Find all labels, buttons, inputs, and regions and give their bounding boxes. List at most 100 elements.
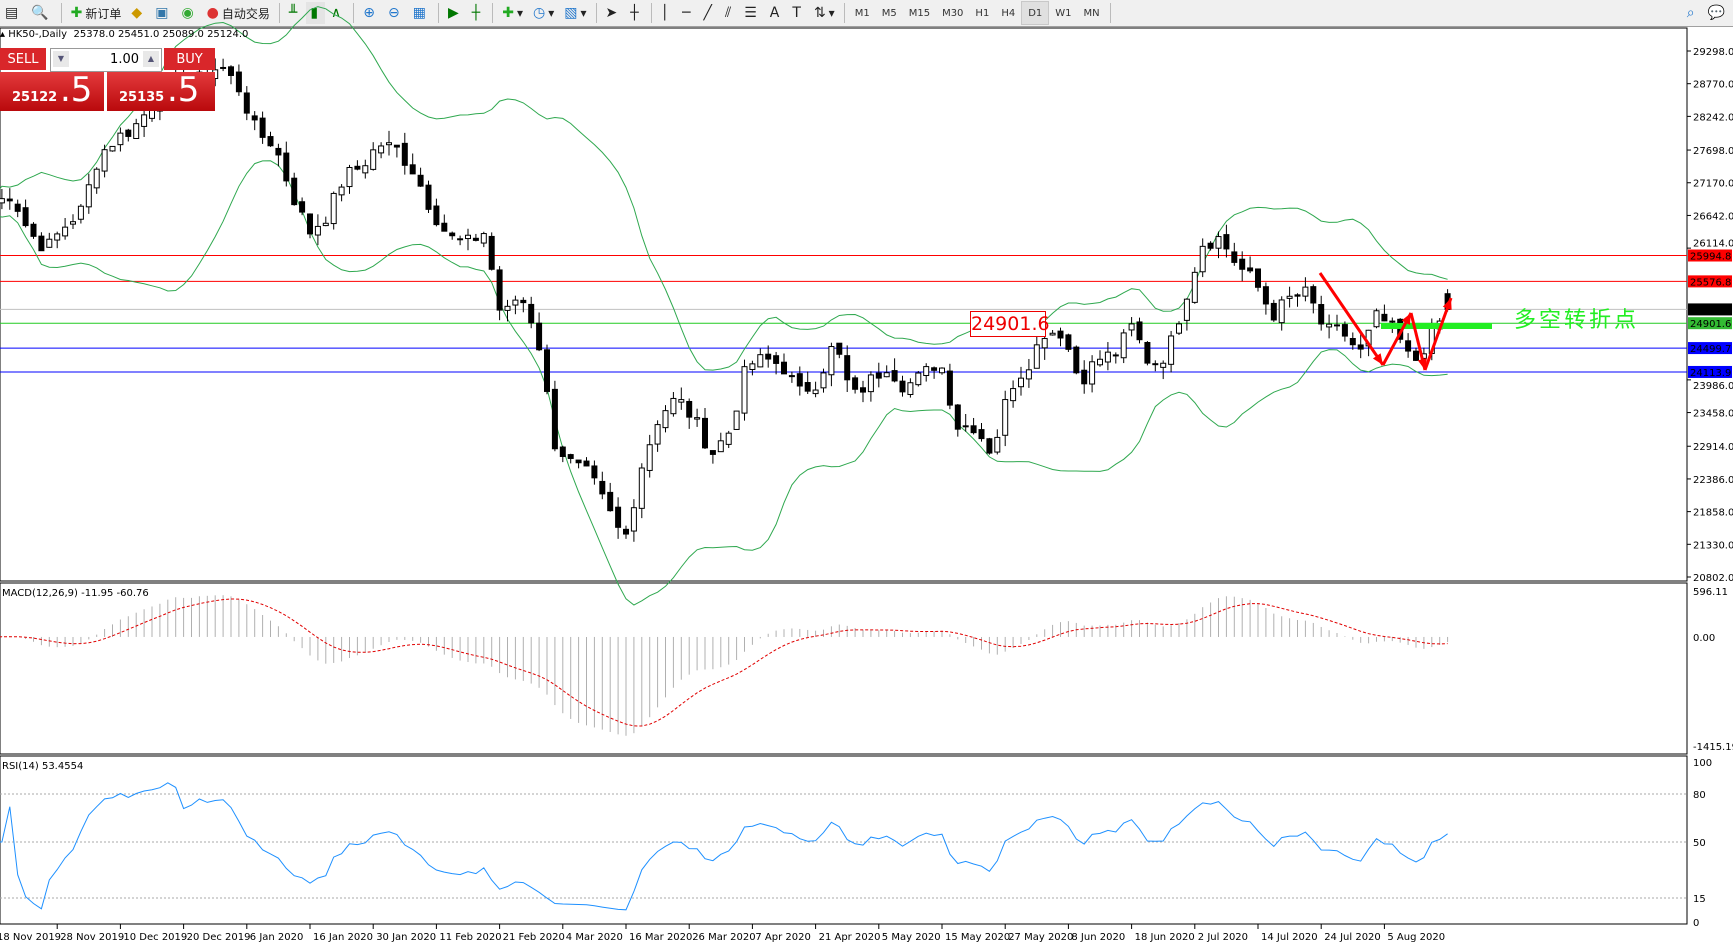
horizontal-line-icon[interactable]: ─ [682,5,691,21]
candle-body [702,417,708,449]
divider [1109,3,1111,23]
candle-body [1294,294,1301,297]
candle [686,398,693,429]
fibonacci-icon[interactable]: ☰ [744,5,757,21]
lot-increase-icon[interactable]: ▲ [143,51,159,67]
equidistant-channel-icon[interactable]: ⫽ [724,5,732,21]
candle [101,144,108,178]
candle [472,233,479,242]
periods-icon[interactable]: ◷ ▾ [532,5,555,21]
chat-icon[interactable]: 💬 [1707,5,1725,21]
candle [796,366,803,396]
sell-price[interactable]: 25122 .5 [0,70,104,111]
divider [60,3,62,23]
terminal-icon[interactable]: ▣ [155,5,169,21]
candle [954,404,961,437]
candle-body [220,66,227,69]
candle-body [1136,321,1143,341]
candle [1270,299,1277,322]
sell-button[interactable]: SELL [0,48,46,70]
buy-price[interactable]: 25135 .5 [107,70,215,111]
indicators-icon[interactable]: ✚ ▾ [502,5,523,21]
candle-body [1176,323,1182,334]
cursor-icon[interactable]: ➤ [605,5,618,21]
candle [243,86,250,121]
candle [899,375,906,397]
candle-body [1231,251,1238,263]
candle-body [393,144,400,148]
text-label-icon[interactable]: T [792,5,801,21]
zoom-out-icon[interactable]: ⊖ [388,5,400,21]
candle [117,127,124,152]
rsi-pane [0,755,1688,925]
crosshair-icon[interactable]: ┼ [630,5,639,21]
candle [362,159,369,179]
buy-button[interactable]: BUY [164,48,215,70]
timeframe-m5[interactable]: M5 [881,7,897,19]
candle-body [1010,388,1017,402]
timeframe-d1[interactable]: D1 [1021,1,1050,25]
level-price-tag [1688,342,1732,355]
timeframe-m15[interactable]: M15 [908,7,931,19]
candle [773,351,780,375]
candle-body [38,235,45,252]
timeframe-mn[interactable]: MN [1083,7,1100,19]
lot-value: 1.00 [110,52,139,67]
lot-decrease-icon[interactable]: ▼ [53,51,69,67]
candle-body [512,299,519,306]
arrows-icon[interactable]: ⇅ ▾ [813,5,835,21]
search-icon[interactable]: ⌕ [1686,5,1695,21]
candle [1262,282,1269,315]
time-tick-label: 2 Jul 2020 [1198,932,1248,943]
level-price-label: 25576.8 [1690,277,1731,288]
candle [1310,284,1317,314]
templates-icon[interactable]: ▧ ▾ [564,5,587,21]
level-annotation-box[interactable]: 24901.6 [970,311,1050,337]
candle [891,358,898,383]
autoscroll-icon[interactable]: ▶ [448,5,459,21]
auto-trading-button[interactable]: ● 自动交易 [203,2,274,24]
time-tick-label: 16 Jan 2020 [313,932,373,943]
divider [438,3,439,23]
candle-body [954,404,961,430]
pivot-annotation-text[interactable]: 多空转折点 [1514,308,1640,333]
candle [409,153,416,175]
candle [1057,327,1064,347]
candle [1065,333,1072,352]
timeframe-w1[interactable]: W1 [1055,7,1072,19]
timeframe-h4[interactable]: H4 [1001,7,1016,19]
candle [528,296,535,329]
timeframe-m30[interactable]: M30 [942,7,964,19]
candle-body [741,366,748,414]
line-chart-icon[interactable]: ∧ [331,5,342,21]
candle-body [1310,286,1317,304]
tile-windows-icon[interactable]: ▦ [412,5,426,21]
timeframe-m1[interactable]: M1 [854,7,870,19]
candle [425,180,432,214]
timeframe-h1[interactable]: H1 [975,7,990,19]
candle [1199,238,1206,278]
vertical-line-icon[interactable]: │ [660,5,670,21]
candle-body [907,382,914,395]
new-order-button[interactable]: ✚ 新订单 [67,2,126,24]
trendline-icon[interactable]: ╱ [703,5,712,21]
candle-body [1357,344,1364,350]
chart-shift-icon[interactable]: ┼ [471,5,481,21]
signal-icon[interactable]: ◉ [181,5,194,21]
candle [607,482,614,512]
history-icon[interactable]: ◆ [131,5,143,21]
bar-chart-icon[interactable]: ╨ [288,5,298,21]
candle [14,199,21,218]
zoom-chart-icon[interactable]: 🔍 [31,5,49,21]
new-chart-icon[interactable]: ▤ [5,5,19,21]
zoom-in-icon[interactable]: ⊕ [363,5,376,21]
candle-body [338,186,345,196]
text-icon[interactable]: A [769,5,780,21]
candle [1223,224,1230,258]
divider [843,3,845,23]
candle-body [1112,354,1119,357]
lot-size-input[interactable]: ▼ 1.00 ▲ [50,48,162,72]
level-price-label: 25994.8 [1690,252,1731,263]
candle-body [1168,335,1175,365]
